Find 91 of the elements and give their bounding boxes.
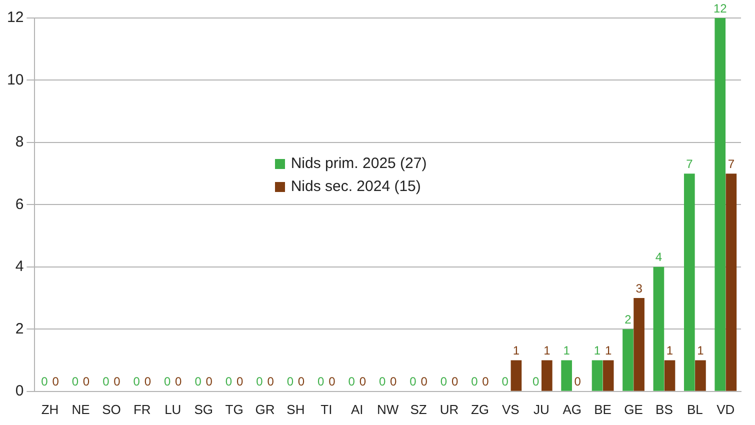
data-label: 0 [133, 374, 140, 389]
x-tick-label: SO [102, 402, 121, 417]
bar [726, 174, 737, 391]
data-label: 0 [256, 374, 264, 389]
x-tick-label: AI [350, 402, 364, 417]
data-label: 2 [624, 312, 632, 326]
data-label: 0 [451, 374, 458, 389]
x-tick-label: AG [562, 402, 582, 417]
data-label: 0 [102, 374, 110, 389]
data-label: 0 [267, 374, 274, 389]
y-tick-label: 4 [15, 258, 24, 276]
y-tick-label: 12 [6, 9, 24, 26]
x-tick-label: LU [164, 402, 182, 417]
x-tick-label: ZH [41, 402, 59, 417]
data-label: 0 [114, 374, 121, 389]
data-label: 0 [82, 374, 90, 389]
data-label: 0 [348, 374, 356, 389]
data-label: 0 [194, 374, 202, 389]
bar [714, 18, 726, 391]
x-tick-label: SG [194, 402, 213, 417]
y-tick-label: 8 [15, 134, 24, 151]
data-label: 7 [686, 156, 694, 171]
x-tick-label: VS [502, 402, 520, 417]
x-tick-label: BS [656, 402, 674, 417]
x-tick-label: JU [533, 402, 550, 417]
data-label: 0 [206, 374, 213, 389]
x-tick-label: BL [686, 402, 703, 417]
data-label: 0 [440, 374, 448, 389]
legend-label: Nids prim. 2025 (27) [290, 154, 427, 174]
y-tick-label: 10 [6, 71, 24, 88]
data-label: 1 [563, 344, 570, 358]
data-label: 0 [144, 374, 152, 389]
data-label: 0 [164, 374, 172, 389]
data-label: 0 [52, 374, 60, 389]
x-tick-label: TI [320, 402, 332, 417]
data-label: 0 [175, 374, 182, 389]
data-label: 12 [713, 1, 728, 16]
data-label: 1 [666, 344, 674, 358]
bar [695, 360, 706, 391]
data-label: 0 [298, 374, 305, 389]
bar [592, 360, 603, 391]
data-label: 0 [41, 374, 48, 389]
bar [602, 360, 614, 391]
data-label: 1 [604, 344, 612, 358]
data-label: 0 [286, 374, 294, 389]
data-label: 0 [532, 374, 540, 389]
bar [542, 360, 552, 391]
y-tick-label: 0 [15, 382, 24, 400]
bar [684, 174, 695, 391]
bar [634, 298, 644, 391]
data-label: 7 [728, 156, 735, 171]
x-tick-label: ZG [470, 402, 489, 417]
data-label: 0 [359, 374, 366, 389]
x-tick-label: SH [286, 402, 305, 417]
x-tick-label: GE [624, 402, 644, 417]
data-label: 0 [225, 374, 232, 389]
data-label: 0 [318, 374, 325, 389]
data-label: 1 [512, 344, 520, 358]
data-label: 4 [655, 250, 662, 264]
x-tick-label: BE [594, 402, 612, 417]
data-label: 0 [328, 374, 336, 389]
bar [622, 329, 634, 391]
x-tick-label: NE [72, 402, 90, 417]
bar [664, 360, 676, 391]
x-tick-label: UR [440, 402, 459, 417]
x-tick-label: SZ [410, 402, 427, 417]
data-label: 0 [378, 374, 386, 389]
data-label: 3 [636, 281, 643, 296]
data-label: 1 [697, 344, 704, 358]
data-label: 0 [482, 374, 490, 389]
x-tick-label: TG [225, 402, 244, 417]
x-tick-label: FR [133, 402, 151, 417]
bar [510, 360, 522, 391]
data-label: 0 [420, 374, 428, 389]
data-label: 1 [594, 344, 601, 358]
data-label: 0 [574, 374, 582, 389]
data-label: 0 [410, 374, 417, 389]
data-label: 1 [544, 344, 551, 358]
data-label: 0 [471, 374, 478, 389]
bar [653, 266, 664, 391]
data-label: 0 [502, 374, 509, 389]
x-tick-label: VD [716, 402, 735, 417]
x-tick-label: GR [255, 402, 275, 417]
y-tick-label: 6 [15, 196, 24, 213]
data-label: 0 [72, 374, 79, 389]
legend-label: Nids sec. 2024 (15) [290, 177, 421, 198]
bar [561, 360, 572, 391]
x-tick-label: NW [377, 402, 400, 417]
data-label: 0 [390, 374, 398, 389]
data-label: 0 [236, 374, 244, 389]
y-tick-label: 2 [15, 320, 24, 338]
